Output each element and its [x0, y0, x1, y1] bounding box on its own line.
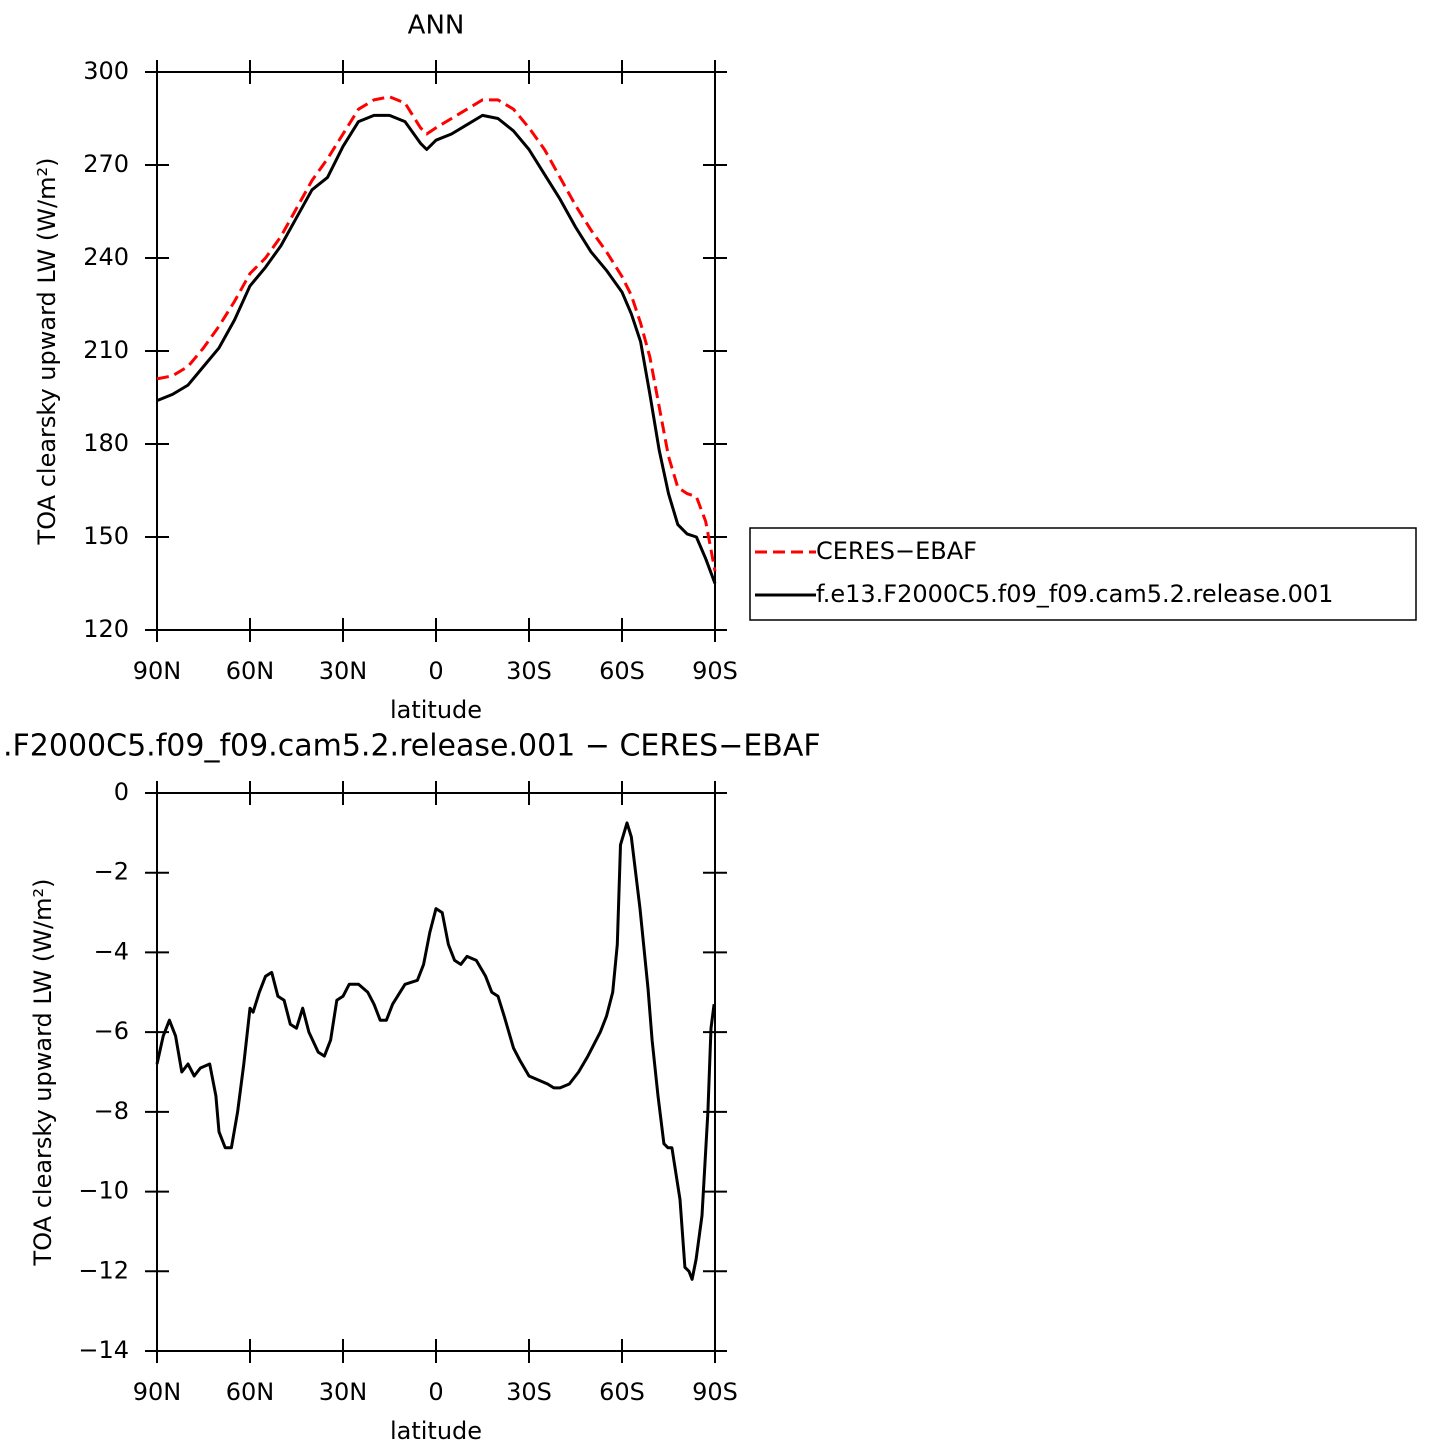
y-tick-label: 210: [83, 336, 129, 364]
x-tick-label: 30S: [506, 657, 552, 685]
y-axis-label: TOA clearsky upward LW (W/m²): [29, 879, 57, 1267]
y-tick-label: −4: [94, 937, 129, 965]
y-tick-label: −8: [94, 1097, 129, 1125]
x-tick-label: 30N: [319, 1378, 368, 1406]
x-axis-label: latitude: [390, 696, 482, 724]
x-tick-label: 90S: [692, 1378, 738, 1406]
x-tick-label: 90N: [133, 1378, 182, 1406]
y-tick-label: −6: [94, 1017, 129, 1045]
x-tick-label: 0: [428, 657, 443, 685]
x-tick-label: 60N: [226, 1378, 275, 1406]
y-tick-label: 180: [83, 429, 129, 457]
x-tick-label: 30N: [319, 657, 368, 685]
y-tick-label: 240: [83, 243, 129, 271]
chart-title: .F2000C5.f09_f09.cam5.2.release.001 − CE…: [3, 729, 821, 764]
x-tick-label: 90S: [692, 657, 738, 685]
y-tick-label: 300: [83, 57, 129, 85]
x-tick-label: 60N: [226, 657, 275, 685]
y-tick-label: 270: [83, 150, 129, 178]
y-tick-label: −10: [78, 1177, 129, 1205]
legend-box: [749, 527, 1417, 621]
y-tick-label: 150: [83, 522, 129, 550]
y-tick-label: −14: [78, 1336, 129, 1364]
x-tick-label: 90N: [133, 657, 182, 685]
legend-label: CERES−EBAF: [816, 537, 977, 565]
x-tick-label: 60S: [599, 657, 645, 685]
x-tick-label: 60S: [599, 1378, 645, 1406]
y-tick-label: 120: [83, 615, 129, 643]
x-tick-label: 0: [428, 1378, 443, 1406]
data-line: [156, 95, 717, 572]
y-tick-label: −2: [94, 858, 129, 886]
x-axis-label: latitude: [390, 1417, 482, 1445]
legend-label: f.e13.F2000C5.f09_f09.cam5.2.release.001: [816, 580, 1333, 608]
y-axis-label: TOA clearsky upward LW (W/m²): [33, 158, 61, 546]
x-tick-label: 30S: [506, 1378, 552, 1406]
plot-frame: [156, 792, 716, 1352]
y-tick-label: −12: [78, 1256, 129, 1284]
data-line: [155, 821, 716, 1281]
data-line: [156, 113, 717, 585]
chart-title: ANN: [408, 11, 465, 41]
y-tick-label: 0: [114, 778, 129, 806]
plot-frame: [156, 71, 716, 631]
